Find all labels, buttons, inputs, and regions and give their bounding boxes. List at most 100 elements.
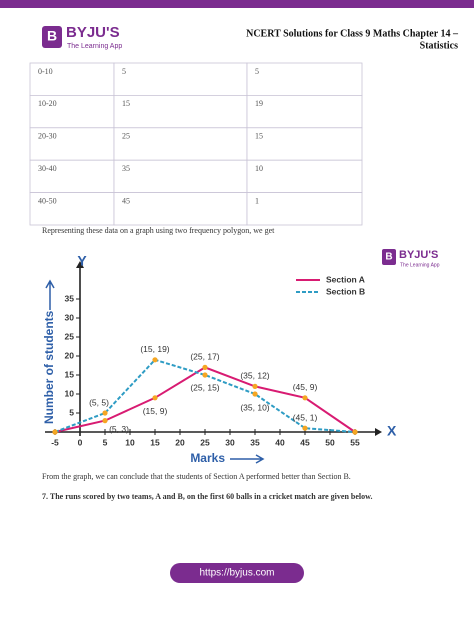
cell-text: 5 bbox=[122, 67, 126, 76]
x-tick-label: 35 bbox=[250, 437, 260, 447]
table-cell bbox=[246, 192, 363, 226]
logo-b: B bbox=[47, 28, 57, 44]
question-text: The runs scored by two teams, A and B, o… bbox=[50, 492, 373, 501]
x-tick-label: 40 bbox=[275, 437, 285, 447]
x-tick-label: 15 bbox=[150, 437, 160, 447]
y-tick-label: 25 bbox=[65, 331, 75, 341]
legend-label: Section B bbox=[326, 286, 365, 296]
point-label: (15, 9) bbox=[143, 406, 168, 416]
page-title: Statistics bbox=[420, 40, 458, 51]
table-cell bbox=[113, 62, 248, 96]
page-title: NCERT Solutions for Class 9 Maths Chapte… bbox=[246, 28, 459, 39]
point-label: (5, 3) bbox=[109, 424, 129, 434]
point-marker bbox=[202, 372, 208, 378]
point-marker bbox=[302, 425, 308, 431]
cell-text: 40-50 bbox=[38, 196, 57, 205]
point-marker bbox=[52, 429, 58, 435]
x-tick-label: 5 bbox=[103, 437, 108, 447]
logo-brand: BYJU'S bbox=[66, 24, 120, 41]
table-cell bbox=[246, 62, 363, 96]
point-label: (5, 5) bbox=[89, 397, 109, 407]
chart-logo-tagline: The Learning App bbox=[400, 262, 440, 268]
table-cell bbox=[246, 95, 363, 129]
chart-logo-b: B bbox=[385, 252, 392, 263]
top-bar bbox=[0, 0, 474, 8]
legend-label: Section A bbox=[326, 274, 365, 284]
question: 7. The runs scored by two teams, A and B… bbox=[42, 492, 372, 501]
chart: X Y Marks Number of students -5 0 5 10 15 20 25 30 3… bbox=[42, 253, 397, 465]
intro-text: Representing these data on a graph using… bbox=[42, 226, 275, 235]
y-axis-arrow bbox=[76, 261, 84, 268]
cell-text: 25 bbox=[122, 132, 130, 141]
y-tick-label: 10 bbox=[65, 388, 75, 398]
cell-text: 10 bbox=[255, 164, 263, 173]
y-tick-label: 5 bbox=[69, 407, 74, 417]
y-tick-label: 35 bbox=[65, 293, 75, 303]
point-marker bbox=[152, 357, 158, 363]
table-cell bbox=[113, 95, 248, 129]
x-tick-label: 45 bbox=[300, 437, 310, 447]
point-marker bbox=[252, 391, 258, 397]
point-marker bbox=[102, 418, 108, 424]
y-tick-label: 15 bbox=[65, 369, 75, 379]
cell-text: 1 bbox=[255, 196, 259, 205]
cell-text: 15 bbox=[255, 132, 263, 141]
table-cell bbox=[113, 127, 248, 161]
y-axis-letter: Y bbox=[77, 253, 87, 269]
point-marker bbox=[352, 429, 358, 435]
logo-mark bbox=[42, 26, 62, 48]
x-axis-arrow bbox=[375, 428, 382, 436]
question-number: 7. bbox=[42, 492, 48, 501]
y-title-arrow bbox=[45, 279, 55, 310]
table-cell bbox=[113, 159, 248, 193]
x-tick-label: 25 bbox=[200, 437, 210, 447]
x-tick-label: 30 bbox=[225, 437, 235, 447]
x-axis-letter: X bbox=[387, 423, 397, 439]
cell-text: 5 bbox=[255, 67, 259, 76]
x-tick-label: -5 bbox=[51, 437, 59, 447]
point-marker bbox=[102, 410, 108, 416]
point-marker bbox=[302, 395, 308, 401]
cell-text: 45 bbox=[122, 196, 130, 205]
cell-text: 0-10 bbox=[38, 67, 53, 76]
point-label: (45, 9) bbox=[293, 382, 318, 392]
chart-logo-brand: BYJU'S bbox=[399, 249, 438, 261]
table-cell bbox=[29, 192, 115, 226]
x-tick-label: 10 bbox=[125, 437, 135, 447]
x-axis-title: Marks bbox=[190, 451, 225, 465]
cell-text: 10-20 bbox=[38, 99, 57, 108]
table-cell bbox=[246, 159, 363, 193]
data-table: 0-10 5 5 10-20 15 19 20-30 25 15 30-40 35 10 40-50 45… bbox=[29, 62, 363, 226]
cell-text: 15 bbox=[122, 99, 130, 108]
point-label: (25, 17) bbox=[190, 352, 219, 362]
cell-text: 19 bbox=[255, 99, 263, 108]
point-label: (25, 15) bbox=[190, 382, 219, 392]
chart-logo-mark bbox=[382, 249, 396, 265]
x-tick-label: 0 bbox=[78, 437, 83, 447]
point-marker bbox=[152, 395, 158, 401]
logo-tagline: The Learning App bbox=[67, 43, 122, 50]
footer-pill bbox=[170, 563, 304, 583]
x-tick-label: 50 bbox=[325, 437, 335, 447]
point-label: (15, 19) bbox=[140, 344, 169, 354]
y-tick-label: 30 bbox=[65, 312, 75, 322]
cell-text: 30-40 bbox=[38, 164, 57, 173]
table-cell bbox=[113, 192, 248, 226]
y-tick-label: 20 bbox=[65, 350, 75, 360]
conclusion-text: From the graph, we can conclude that the… bbox=[42, 472, 351, 481]
cell-text: 20-30 bbox=[38, 132, 57, 141]
point-marker bbox=[252, 383, 258, 389]
point-label: (35, 12) bbox=[240, 371, 269, 381]
cell-text: 35 bbox=[122, 164, 130, 173]
x-tick-label: 55 bbox=[350, 437, 360, 447]
x-tick-label: 20 bbox=[175, 437, 185, 447]
table-cell bbox=[246, 127, 363, 161]
footer-url[interactable]: https://byjus.com bbox=[199, 568, 274, 579]
y-axis-title: Number of students bbox=[42, 310, 56, 424]
x-title-arrow bbox=[230, 454, 265, 464]
point-label: (35, 10) bbox=[240, 402, 269, 412]
point-label: (45, 1) bbox=[293, 412, 318, 422]
point-marker bbox=[202, 364, 208, 370]
